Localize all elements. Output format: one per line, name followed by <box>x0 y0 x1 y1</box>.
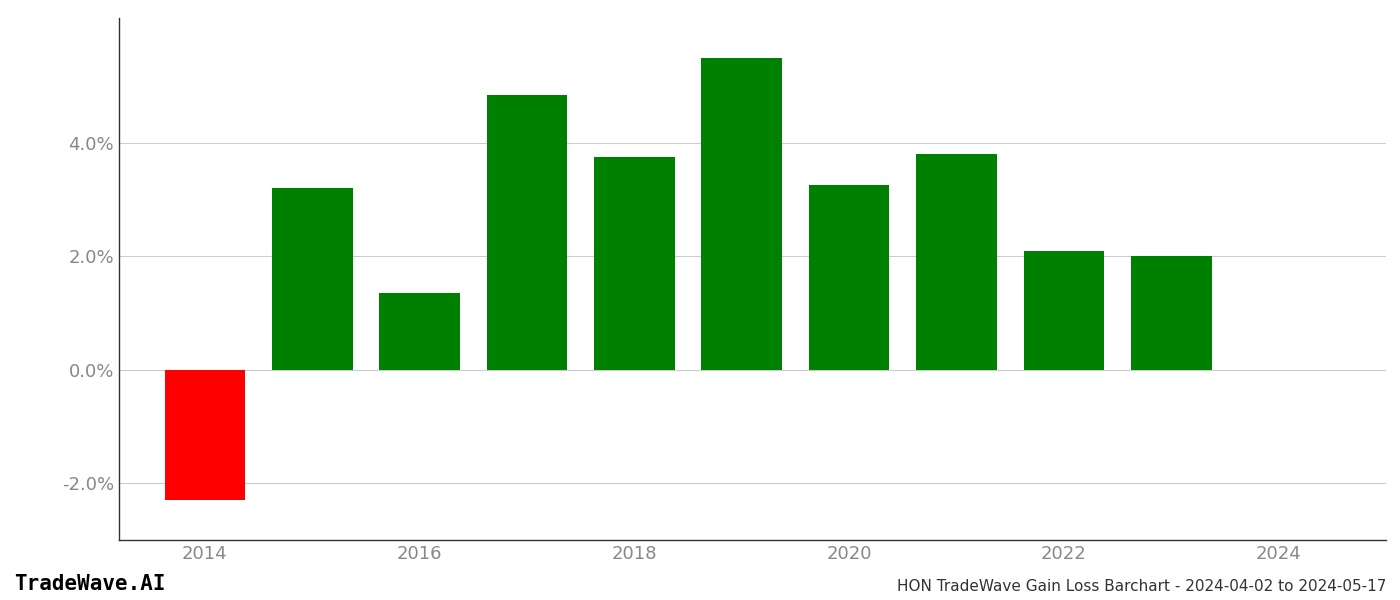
Text: TradeWave.AI: TradeWave.AI <box>14 574 165 594</box>
Text: HON TradeWave Gain Loss Barchart - 2024-04-02 to 2024-05-17: HON TradeWave Gain Loss Barchart - 2024-… <box>896 579 1386 594</box>
Bar <box>379 293 461 370</box>
Bar <box>594 157 675 370</box>
Bar <box>1131 256 1211 370</box>
Bar <box>701 58 783 370</box>
Bar <box>272 188 353 370</box>
Bar <box>809 185 889 370</box>
Bar <box>916 154 997 370</box>
Bar <box>487 95 567 370</box>
Bar <box>165 370 245 500</box>
Bar <box>1023 251 1105 370</box>
